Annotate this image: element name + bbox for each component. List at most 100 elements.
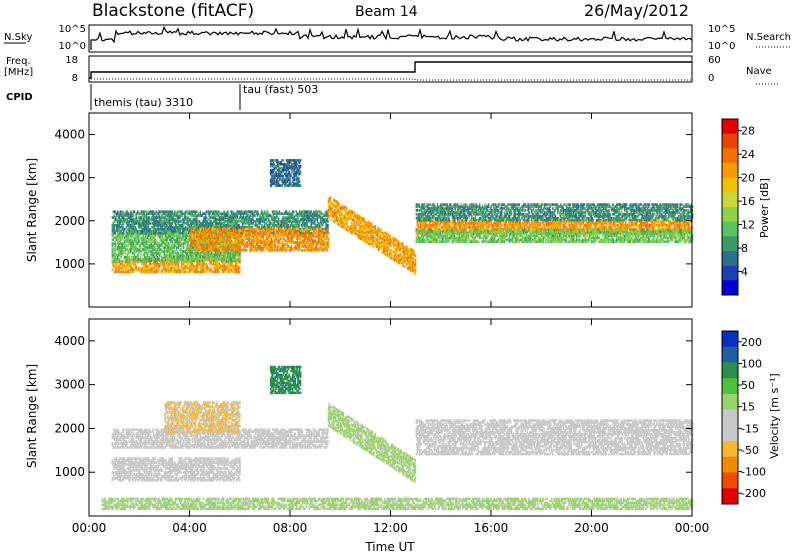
power-scatter-cell xyxy=(139,246,142,249)
power-scatter-cell xyxy=(235,257,238,261)
power-scatter-cell xyxy=(171,234,173,238)
power-scatter-cell xyxy=(131,270,133,274)
power-scatter-cell xyxy=(146,248,149,251)
power-scatter-cell xyxy=(123,244,126,247)
power-scatter-cell xyxy=(172,246,174,249)
power-scatter-cell xyxy=(118,242,121,245)
power-scatter-cell xyxy=(219,266,222,270)
power-scatter-cell xyxy=(126,220,129,223)
power-scatter-cell xyxy=(164,238,166,242)
power-scatter-cell xyxy=(118,257,121,261)
nsky-tick-bottom: 10^0 xyxy=(59,41,86,52)
power-scatter-cell xyxy=(194,270,196,274)
power-scatter-cell xyxy=(182,246,185,249)
power-scatter-cell xyxy=(111,234,114,238)
power-scatter-cell xyxy=(157,242,159,245)
power-scatter-cell xyxy=(163,257,166,261)
power-scatter-cell xyxy=(239,252,241,255)
power-scatter-cell xyxy=(132,232,135,236)
power-scatter-cell xyxy=(171,236,173,240)
power-scatter-cell xyxy=(207,266,210,270)
power-scatter-cell xyxy=(330,218,332,221)
power-scatter-cell xyxy=(193,255,195,259)
power-scatter-cell xyxy=(194,246,196,249)
power-scatter-cell xyxy=(200,236,202,240)
power-scatter-cell xyxy=(231,264,233,268)
power-scatter-cell xyxy=(132,270,135,274)
power-scatter-cell xyxy=(180,268,182,272)
power-scatter-cell xyxy=(125,270,128,274)
power-scatter-cell xyxy=(156,255,159,259)
power-scatter-cell xyxy=(127,236,129,240)
power-scatter-cell xyxy=(213,254,216,257)
power-scatter-cell xyxy=(126,254,129,257)
power-scatter-cell xyxy=(120,238,122,242)
power-scatter-cell xyxy=(249,237,251,240)
power-scatter-cell xyxy=(218,252,221,255)
power-scatter-cell xyxy=(182,254,185,257)
power-scatter-cell xyxy=(139,259,142,263)
power-scatter-cell xyxy=(197,212,200,215)
power-scatter-cell xyxy=(129,238,131,242)
power-scatter-cell xyxy=(149,240,151,243)
power-scatter-cell xyxy=(163,250,166,253)
power-scatter-cell xyxy=(228,270,231,274)
power-scatter-cell xyxy=(218,257,220,261)
power-scatter-cell xyxy=(217,268,219,272)
power-scatter-cell xyxy=(133,252,136,255)
power-scatter-cell xyxy=(140,254,143,257)
power-scatter-cell xyxy=(151,266,153,270)
power-scatter-cell xyxy=(146,230,149,234)
power-scatter-cell xyxy=(128,240,130,243)
power-scatter-cell xyxy=(132,248,135,251)
power-scatter-cell xyxy=(116,226,118,229)
power-scatter-cell xyxy=(126,231,129,235)
power-scatter-cell xyxy=(111,252,114,255)
power-scatter-cell xyxy=(151,262,153,266)
power-scatter-cell xyxy=(171,248,173,251)
power-scatter-cell xyxy=(209,258,211,262)
power-scatter-cell xyxy=(310,227,312,231)
power-scatter-cell xyxy=(121,224,123,227)
power-scatter-cell xyxy=(167,244,169,247)
power-scatter-cell xyxy=(112,257,115,261)
power-scatter-cell xyxy=(147,250,150,253)
power-scatter-cell xyxy=(160,234,162,238)
power-scatter-cell xyxy=(168,270,171,274)
power-scatter-cell xyxy=(241,249,243,252)
power-scatter-cell xyxy=(188,226,190,230)
power-scatter-cell xyxy=(218,249,221,252)
power-scatter-cell xyxy=(174,264,177,268)
power-scatter-cell xyxy=(187,240,189,243)
power-scatter-cell xyxy=(143,238,145,242)
power-scatter-cell xyxy=(185,248,188,251)
power-scatter-cell xyxy=(121,212,123,215)
power-scatter-cell xyxy=(187,254,189,257)
power-scatter-cell xyxy=(189,254,192,257)
power-scatter-cell xyxy=(139,255,142,259)
power-scatter-cell xyxy=(215,255,217,259)
power-scatter-cell xyxy=(111,242,114,245)
power-scatter-cell xyxy=(112,262,115,266)
power-scatter-cell xyxy=(175,238,178,242)
power-scatter-cell xyxy=(159,259,161,263)
power-scatter-cell xyxy=(114,231,116,235)
power-scatter-cell xyxy=(183,255,186,258)
power-scatter-cell xyxy=(146,236,149,240)
power-scatter-cell xyxy=(142,259,144,263)
power-scatter-cell xyxy=(154,234,157,238)
power-scatter-cell xyxy=(142,242,144,245)
power-scatter-cell xyxy=(170,262,173,266)
power-scatter-cell xyxy=(131,255,133,259)
power-scatter-cell xyxy=(196,268,198,272)
power-scatter-cell xyxy=(204,264,207,268)
power-scatter-cell xyxy=(151,252,153,255)
power-scatter-cell xyxy=(117,246,120,249)
power-scatter-cell xyxy=(226,259,229,263)
power-scatter-cell xyxy=(168,250,171,253)
power-scatter-cell xyxy=(119,242,122,245)
power-scatter-cell xyxy=(197,257,200,261)
power-scatter-cell xyxy=(166,268,168,272)
power-scatter-cell xyxy=(159,252,161,255)
power-scatter-cell xyxy=(121,226,123,229)
